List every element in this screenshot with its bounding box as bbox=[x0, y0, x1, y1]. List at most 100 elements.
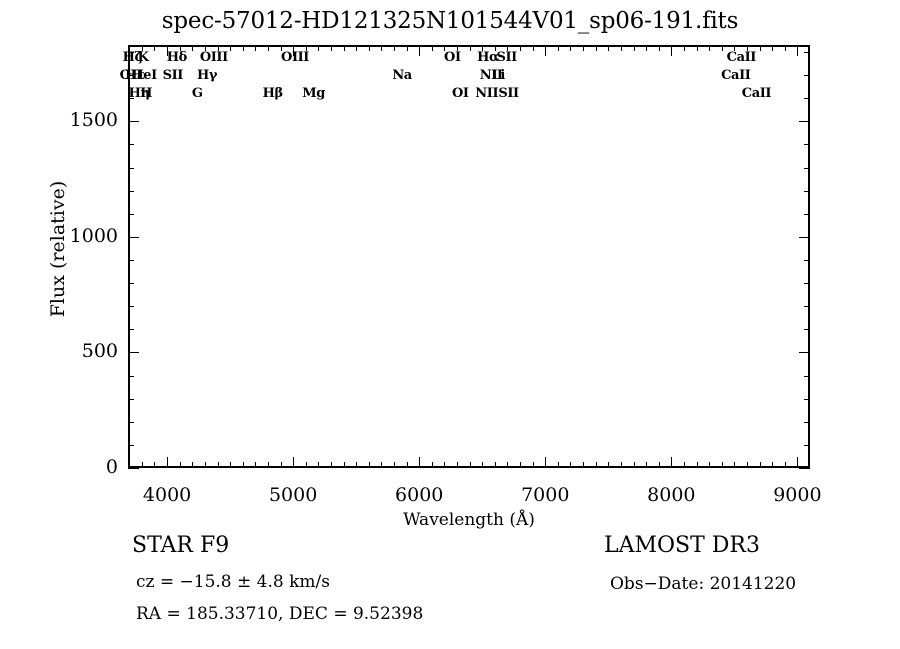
x-tick-top bbox=[141, 45, 143, 51]
redshift-velocity: cz = −15.8 ± 4.8 km/s bbox=[136, 572, 330, 592]
y-tick bbox=[128, 75, 134, 77]
x-tick-top bbox=[570, 45, 572, 51]
x-tick-top bbox=[797, 45, 799, 56]
x-tick bbox=[683, 462, 685, 468]
x-tick-top bbox=[520, 45, 522, 51]
x-tick bbox=[141, 462, 143, 468]
x-tick-label: 8000 bbox=[647, 484, 696, 506]
x-tick bbox=[167, 457, 169, 468]
x-tick bbox=[658, 462, 660, 468]
x-tick bbox=[583, 462, 585, 468]
x-tick bbox=[557, 462, 559, 468]
spectral-line-label: Hζ bbox=[122, 50, 143, 65]
x-tick-top bbox=[444, 45, 446, 51]
y-tick bbox=[128, 283, 134, 285]
y-tick-right bbox=[804, 375, 810, 377]
x-tick bbox=[457, 462, 459, 468]
coordinates: RA = 185.33710, DEC = 9.52398 bbox=[136, 604, 424, 624]
y-tick-right bbox=[804, 421, 810, 423]
x-tick-top bbox=[482, 45, 484, 51]
x-tick bbox=[267, 462, 269, 468]
x-tick-top bbox=[683, 45, 685, 51]
x-tick bbox=[633, 462, 635, 468]
x-tick-top bbox=[557, 45, 559, 51]
x-tick-top bbox=[217, 45, 219, 51]
y-tick-label: 0 bbox=[105, 456, 118, 478]
x-tick-top bbox=[167, 45, 169, 56]
x-tick bbox=[431, 462, 433, 468]
x-tick bbox=[356, 462, 358, 468]
y-tick-right bbox=[804, 283, 810, 285]
x-tick bbox=[759, 462, 761, 468]
y-tick bbox=[128, 398, 134, 400]
page-title: spec-57012-HD121325N101544V01_sp06-191.f… bbox=[161, 8, 739, 34]
x-tick-label: 9000 bbox=[773, 484, 822, 506]
x-tick-top bbox=[658, 45, 660, 51]
x-tick-top bbox=[356, 45, 358, 51]
y-tick-right bbox=[804, 51, 810, 53]
x-tick bbox=[595, 462, 597, 468]
x-tick-top bbox=[671, 45, 673, 56]
spectral-line-label: NII bbox=[475, 86, 499, 101]
x-tick-top bbox=[330, 45, 332, 51]
x-tick bbox=[381, 462, 383, 468]
x-tick-top bbox=[192, 45, 194, 51]
x-tick bbox=[192, 462, 194, 468]
x-tick-top bbox=[620, 45, 622, 51]
y-tick bbox=[128, 213, 134, 215]
x-tick bbox=[330, 462, 332, 468]
x-tick-top bbox=[721, 45, 723, 51]
plot-frame bbox=[128, 45, 810, 468]
x-tick-top bbox=[734, 45, 736, 51]
x-tick-top bbox=[129, 45, 131, 51]
y-tick-right bbox=[804, 306, 810, 308]
y-tick-label: 1000 bbox=[69, 224, 118, 247]
x-tick bbox=[482, 462, 484, 468]
spectral-line-label: CaII bbox=[726, 50, 757, 65]
x-tick-top bbox=[204, 45, 206, 51]
x-tick-top bbox=[457, 45, 459, 51]
x-tick bbox=[255, 462, 257, 468]
spectral-line-label: SII bbox=[498, 86, 519, 101]
x-tick bbox=[734, 462, 736, 468]
x-tick-top bbox=[784, 45, 786, 51]
x-tick bbox=[179, 462, 181, 468]
y-axis-title: Flux (relative) bbox=[47, 180, 69, 318]
x-tick-top bbox=[280, 45, 282, 51]
x-tick-label: 4000 bbox=[142, 484, 192, 506]
y-tick-label: 1500 bbox=[69, 109, 118, 132]
x-tick-top bbox=[431, 45, 433, 51]
x-tick bbox=[129, 462, 131, 468]
x-tick bbox=[204, 462, 206, 468]
spectral-line-label: CaII bbox=[741, 86, 772, 101]
x-tick bbox=[419, 457, 421, 468]
spectral-line-label: Mg bbox=[302, 86, 325, 101]
y-tick-right bbox=[804, 213, 810, 215]
x-tick-label: 5000 bbox=[268, 484, 318, 506]
x-tick-top bbox=[318, 45, 320, 51]
x-tick-top bbox=[507, 45, 509, 51]
x-tick bbox=[293, 457, 295, 468]
x-tick-top bbox=[494, 45, 496, 51]
x-tick-top bbox=[532, 45, 534, 51]
x-axis-title: Wavelength (Å) bbox=[403, 510, 535, 530]
y-tick-right bbox=[804, 259, 810, 261]
spectral-line-label: Hη bbox=[128, 86, 150, 101]
x-tick bbox=[620, 462, 622, 468]
x-tick-top bbox=[305, 45, 307, 51]
x-tick-label: 7000 bbox=[521, 484, 570, 506]
x-tick bbox=[746, 462, 748, 468]
spectral-line-label: G bbox=[191, 86, 203, 101]
x-tick bbox=[545, 457, 547, 468]
spectral-line-label: HeI bbox=[131, 68, 157, 83]
x-tick bbox=[709, 462, 711, 468]
x-tick bbox=[494, 462, 496, 468]
y-tick bbox=[128, 306, 134, 308]
x-tick-top bbox=[633, 45, 635, 51]
y-tick-label: 500 bbox=[81, 340, 118, 363]
x-tick-label: 6000 bbox=[395, 484, 444, 506]
y-tick-right bbox=[804, 190, 810, 192]
y-tick bbox=[128, 121, 139, 123]
x-tick-top bbox=[469, 45, 471, 51]
